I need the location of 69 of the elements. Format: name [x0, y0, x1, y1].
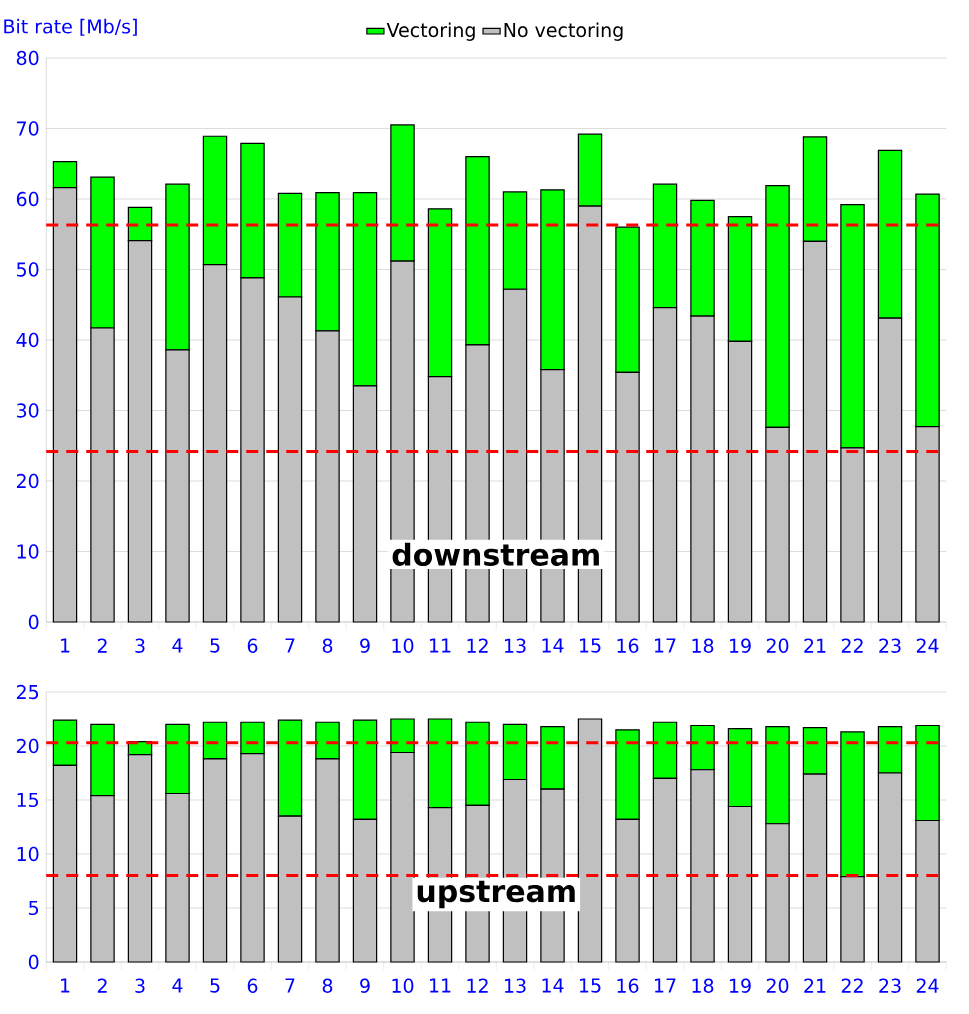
x-tick-label: 1 [61, 638, 70, 653]
x-tick-label: 9 [360, 638, 370, 653]
x-tick-label: 23 [879, 638, 901, 653]
x-tick-label: 17 [655, 638, 676, 653]
x-tick-label: 24 [916, 978, 939, 993]
x-tick-label: 21 [804, 978, 826, 993]
x-tick-label: 10 [392, 978, 414, 993]
x-tick-label: 12 [467, 978, 488, 993]
x-tick-label: 22 [841, 638, 863, 653]
x-tick-label: 7 [285, 978, 295, 993]
x-tick-label: 5 [210, 638, 220, 653]
x-tick-label: 15 [580, 978, 601, 993]
y-tick-label: 20 [16, 738, 39, 754]
x-tick-label: 15 [580, 638, 601, 653]
x-tick-label: 18 [692, 978, 714, 993]
y-tick-label: 10 [17, 544, 39, 559]
y-tick-label: 40 [16, 332, 39, 348]
legend-label: No vectoring [504, 22, 623, 41]
y-tick-label: 70 [17, 121, 39, 136]
annotation: upstream [417, 880, 575, 909]
x-tick-label: 2 [97, 638, 107, 653]
x-tick-label: 23 [879, 978, 901, 993]
y-tick-label: 20 [16, 473, 39, 489]
x-tick-label: 18 [692, 638, 714, 653]
x-tick-label: 6 [247, 978, 258, 993]
y-tick-label: 10 [17, 846, 39, 862]
x-tick-label: 3 [135, 638, 145, 653]
y-tick-label: 0 [28, 614, 39, 630]
x-tick-label: 1 [61, 978, 70, 993]
y-tick-label: 25 [16, 684, 39, 700]
x-tick-label: 11 [430, 638, 451, 653]
x-tick-label: 19 [730, 978, 751, 993]
x-tick-label: 19 [730, 638, 751, 653]
x-tick-label: 8 [322, 978, 333, 993]
y-tick-label: 30 [16, 403, 39, 418]
x-tick-label: 11 [430, 978, 451, 993]
y-tick-label: 50 [17, 262, 39, 277]
x-tick-label: 12 [467, 638, 488, 653]
y-tick-label: 15 [17, 792, 39, 808]
x-tick-label: 20 [766, 638, 789, 653]
y-tick-label: 60 [16, 191, 39, 207]
x-tick-label: 13 [505, 978, 526, 993]
y-tick-label: 80 [16, 50, 39, 66]
bar [577, 718, 603, 963]
x-tick-label: 14 [542, 638, 564, 653]
x-tick-label: 10 [392, 638, 414, 653]
x-tick-label: 16 [617, 638, 639, 653]
x-tick-label: 3 [135, 978, 145, 993]
y-tick-label: 5 [29, 900, 39, 916]
y-axis-title: Bit rate [Mb/s] [4, 18, 137, 36]
x-tick-label: 4 [172, 638, 183, 653]
x-tick-label: 22 [841, 978, 863, 993]
x-tick-label: 2 [97, 978, 107, 993]
x-tick-label: 20 [766, 978, 789, 993]
x-tick-label: 24 [916, 638, 939, 653]
legend-label: Vectoring [386, 22, 475, 41]
x-tick-label: 21 [804, 638, 826, 653]
x-tick-label: 16 [617, 978, 639, 993]
x-tick-label: 7 [285, 638, 295, 653]
x-tick-label: 5 [210, 978, 220, 993]
x-tick-label: 6 [247, 638, 258, 653]
x-tick-label: 13 [505, 638, 526, 653]
annotation: downstream [392, 542, 599, 566]
x-tick-label: 17 [655, 978, 676, 993]
x-tick-label: 4 [172, 978, 183, 993]
x-tick-label: 9 [360, 978, 370, 993]
x-tick-label: 8 [322, 638, 333, 653]
y-tick-label: 0 [28, 954, 39, 970]
x-tick-label: 14 [542, 978, 564, 993]
